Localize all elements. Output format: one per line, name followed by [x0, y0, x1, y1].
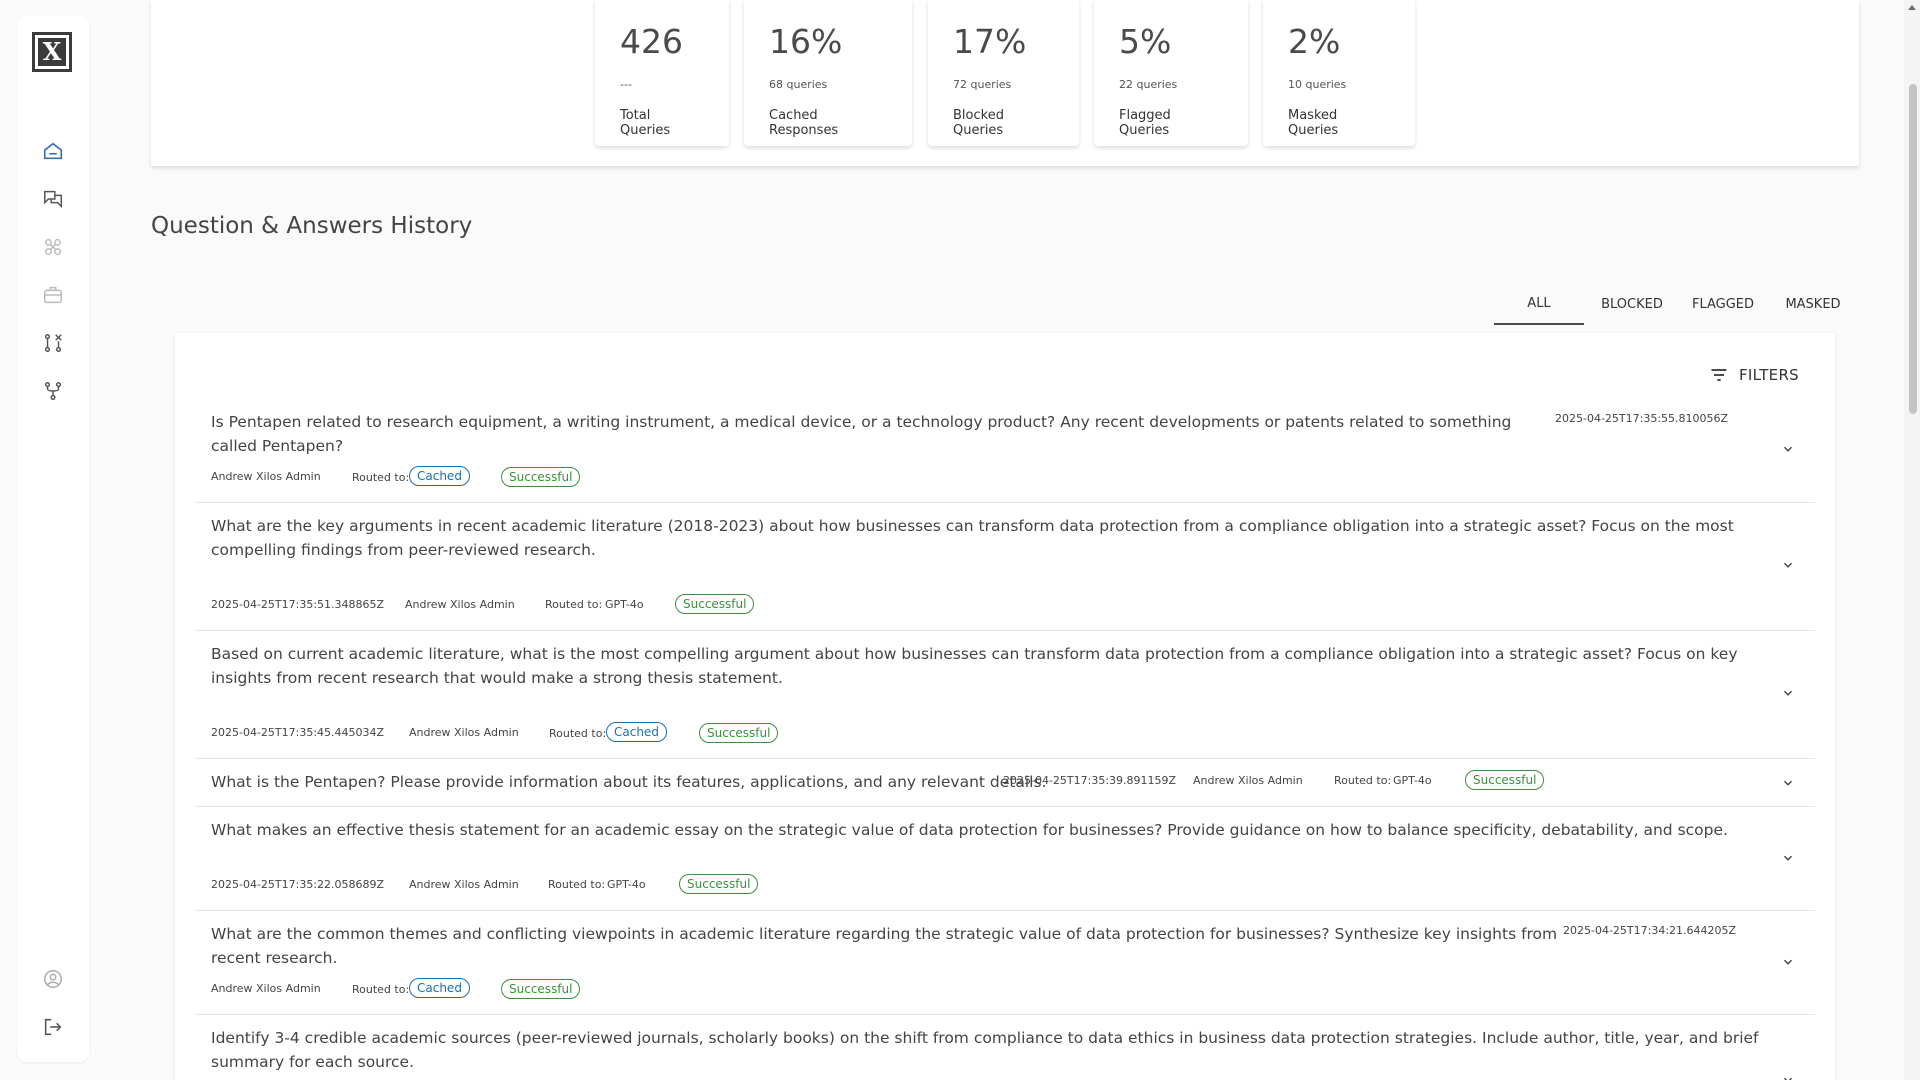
- timestamp: 2025-04-25T17:35:51.348865Z: [211, 598, 385, 611]
- routed-label: Routed to:: [352, 983, 410, 996]
- timestamp: 2025-04-25T17:35:22.058689Z: [211, 878, 385, 891]
- status-badge: Successful: [1465, 770, 1545, 790]
- stat-sub: 22 queries: [1119, 78, 1178, 91]
- timestamp: 2025-04-25T17:35:39.891159Z: [1003, 774, 1177, 787]
- tab-flagged[interactable]: FLAGGED: [1691, 296, 1755, 312]
- logo-mark: X: [38, 38, 66, 66]
- chevron-down-icon[interactable]: [1781, 1073, 1795, 1080]
- tab-blocked[interactable]: BLOCKED: [1601, 296, 1663, 312]
- timestamp: 2025-04-25T17:35:55.810056Z: [1555, 412, 1729, 425]
- history-row[interactable]: Based on current academic literature, wh…: [195, 631, 1815, 759]
- stat-label: Cached Responses: [769, 108, 839, 138]
- question-text: What is the Pentapen? Please provide inf…: [211, 773, 1047, 791]
- status-badge: Successful: [699, 723, 779, 743]
- user-name: Andrew Xilos Admin: [1193, 774, 1303, 787]
- user-name: Andrew Xilos Admin: [409, 878, 519, 891]
- routed-label: Routed to:: [1334, 774, 1392, 787]
- stat-card-cached: 16% 68 queries Cached Responses: [744, 0, 912, 146]
- routed-badge: Cached: [409, 466, 470, 486]
- stat-label: Masked Queries: [1288, 108, 1339, 138]
- page-scrollbar[interactable]: [1904, 0, 1920, 1080]
- app-logo[interactable]: X: [32, 32, 72, 72]
- logout-icon[interactable]: [40, 1014, 66, 1040]
- chevron-down-icon[interactable]: [1781, 558, 1795, 572]
- sidebar: X: [17, 16, 89, 1062]
- compare-icon[interactable]: [40, 330, 66, 356]
- timestamp: 2025-04-25T17:35:45.445034Z: [211, 726, 385, 739]
- stat-card-flagged: 5% 22 queries Flagged Queries: [1094, 0, 1248, 146]
- chevron-down-icon[interactable]: [1781, 442, 1795, 456]
- routed-label: Routed to:: [545, 598, 603, 611]
- chevron-down-icon[interactable]: [1781, 955, 1795, 969]
- briefcase-icon[interactable]: [40, 282, 66, 308]
- chevron-down-icon[interactable]: [1781, 776, 1795, 790]
- history-row[interactable]: What is the Pentapen? Please provide inf…: [195, 759, 1815, 807]
- routed-label: Routed to:: [548, 878, 606, 891]
- question-text: Based on current academic literature, wh…: [211, 645, 1738, 687]
- status-badge: Successful: [501, 467, 581, 487]
- history-row[interactable]: What are the common themes and conflicti…: [195, 911, 1815, 1015]
- chevron-down-icon[interactable]: [1781, 686, 1795, 700]
- stat-value: 17%: [953, 22, 1027, 61]
- routed-model: GPT-4o: [1393, 774, 1432, 787]
- history-row[interactable]: What are the key arguments in recent aca…: [195, 503, 1815, 631]
- stat-sub: 10 queries: [1288, 78, 1347, 91]
- history-row[interactable]: Identify 3-4 credible academic sources (…: [195, 1015, 1815, 1080]
- status-badge: Successful: [675, 594, 755, 614]
- user-name: Andrew Xilos Admin: [211, 470, 321, 483]
- routed-badge: Cached: [409, 978, 470, 998]
- chat-icon[interactable]: [40, 186, 66, 212]
- scroll-up-arrow-icon[interactable]: [1908, 5, 1916, 10]
- tab-masked[interactable]: MASKED: [1785, 296, 1841, 312]
- stat-sub: 68 queries: [769, 78, 828, 91]
- user-icon[interactable]: [40, 966, 66, 992]
- stat-value: 426: [620, 22, 683, 61]
- filters-label: FILTERS: [1738, 366, 1799, 384]
- stat-card-masked: 2% 10 queries Masked Queries: [1263, 0, 1415, 146]
- stat-sub: ---: [620, 78, 632, 91]
- timestamp: 2025-04-25T17:34:21.644205Z: [1563, 924, 1737, 937]
- question-text: What makes an effective thesis statement…: [211, 821, 1728, 839]
- stat-value: 5%: [1119, 22, 1172, 61]
- question-text: Is Pentapen related to research equipmen…: [211, 413, 1512, 455]
- model-icon[interactable]: [40, 234, 66, 260]
- stat-label: Flagged Queries: [1119, 108, 1171, 138]
- question-text: Identify 3-4 credible academic sources (…: [211, 1029, 1759, 1071]
- fork-icon[interactable]: [40, 378, 66, 404]
- stat-label: Blocked Queries: [953, 108, 1004, 138]
- history-row[interactable]: Is Pentapen related to research equipmen…: [195, 399, 1815, 503]
- stat-card-total: 426 --- Total Queries: [595, 0, 729, 146]
- stat-card-blocked: 17% 72 queries Blocked Queries: [928, 0, 1079, 146]
- history-row[interactable]: What makes an effective thesis statement…: [195, 807, 1815, 911]
- stat-value: 16%: [769, 22, 843, 61]
- filter-icon: [1711, 369, 1727, 381]
- filters-button[interactable]: FILTERS: [1709, 365, 1799, 385]
- chevron-down-icon[interactable]: [1781, 851, 1795, 865]
- user-name: Andrew Xilos Admin: [409, 726, 519, 739]
- question-text: What are the common themes and conflicti…: [211, 925, 1558, 967]
- tab-all[interactable]: ALL: [1494, 283, 1584, 325]
- page-title: Question & Answers History: [151, 213, 473, 239]
- history-list-panel: FILTERS Is Pentapen related to research …: [175, 333, 1835, 1080]
- status-badge: Successful: [501, 979, 581, 999]
- routed-badge: Cached: [606, 722, 667, 742]
- stat-sub: 72 queries: [953, 78, 1012, 91]
- scroll-thumb[interactable]: [1909, 84, 1917, 414]
- stat-label: Total Queries: [620, 108, 671, 138]
- routed-label: Routed to:: [549, 727, 607, 740]
- stat-value: 2%: [1288, 22, 1341, 61]
- routed-label: Routed to:: [352, 471, 410, 484]
- user-name: Andrew Xilos Admin: [405, 598, 515, 611]
- routed-model: GPT-4o: [607, 878, 646, 891]
- status-badge: Successful: [679, 874, 759, 894]
- home-icon[interactable]: [40, 138, 66, 164]
- question-text: What are the key arguments in recent aca…: [211, 517, 1734, 559]
- routed-model: GPT-4o: [605, 598, 644, 611]
- user-name: Andrew Xilos Admin: [211, 982, 321, 995]
